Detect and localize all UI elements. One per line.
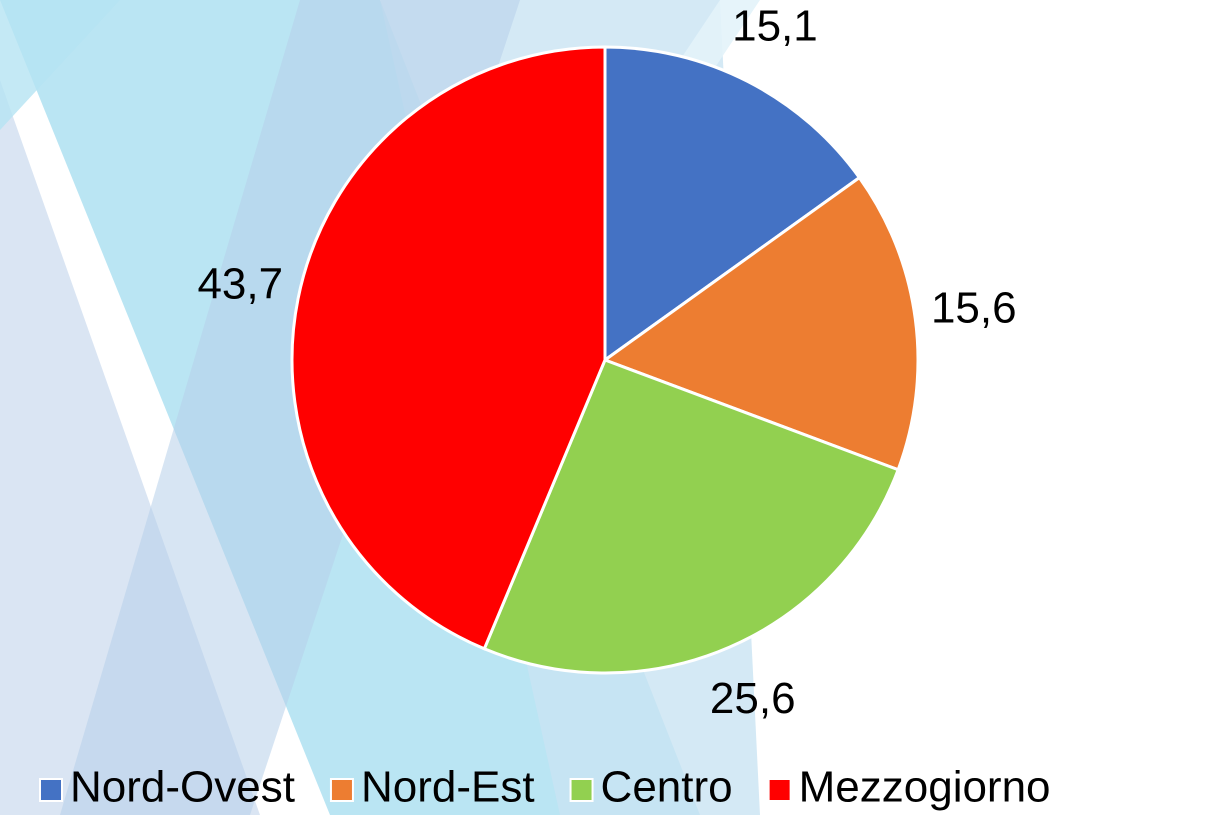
legend-label: Mezzogiorno bbox=[799, 763, 1051, 812]
data-label: 15,6 bbox=[931, 284, 1017, 333]
pie-slice bbox=[603, 45, 862, 363]
legend-swatch bbox=[329, 778, 354, 802]
legend-label: Centro bbox=[601, 763, 733, 812]
pie-slice bbox=[290, 45, 607, 651]
legend-swatch bbox=[767, 778, 792, 802]
pie-slice bbox=[482, 358, 901, 675]
legend-label: Nord-Est bbox=[361, 763, 535, 812]
legend-swatch bbox=[39, 778, 63, 802]
legend-label: Nord-Ovest bbox=[70, 763, 295, 812]
data-label: 43,7 bbox=[197, 259, 283, 308]
pie-slice bbox=[601, 175, 920, 472]
data-label: 25,6 bbox=[710, 674, 796, 723]
data-label: 15,1 bbox=[732, 2, 818, 51]
legend-swatch bbox=[569, 778, 594, 802]
